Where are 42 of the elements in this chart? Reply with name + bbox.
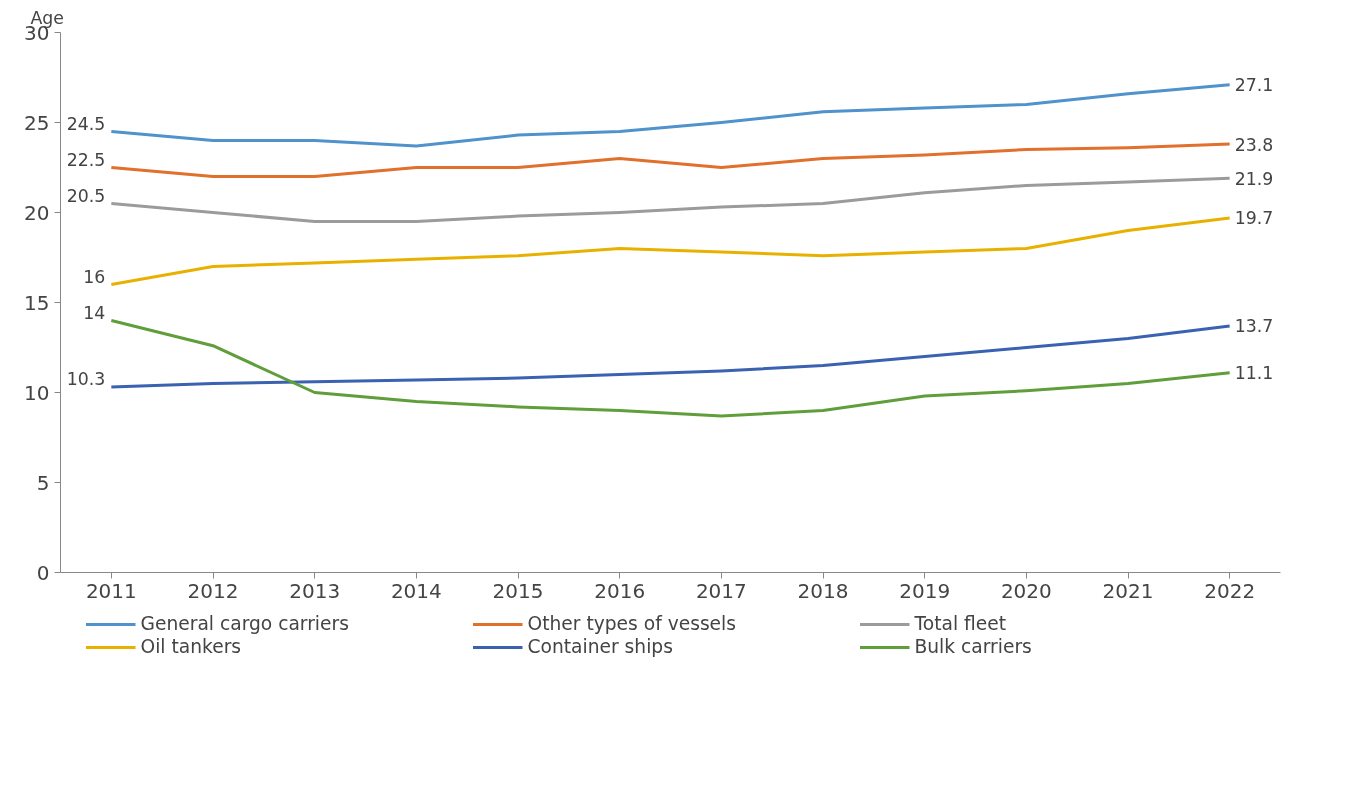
legend-label: Container ships xyxy=(527,636,674,657)
legend-label: Bulk carriers xyxy=(914,636,1033,657)
y-tick-label: 15 xyxy=(24,290,50,315)
data-label: 19.7 xyxy=(1234,208,1274,229)
data-label: 21.9 xyxy=(1234,168,1274,189)
y-tick-label: 20 xyxy=(24,200,50,225)
line-series xyxy=(109,216,1232,286)
data-label: 24.5 xyxy=(66,113,106,134)
line-series xyxy=(109,83,1232,148)
x-tick-label: 2022 xyxy=(1204,578,1256,603)
legend-label: Total fleet xyxy=(914,613,1008,634)
data-label: 11.1 xyxy=(1234,363,1274,384)
data-label: 10.3 xyxy=(66,369,106,390)
x-tick-label: 2014 xyxy=(390,578,442,603)
x-tick-label: 2019 xyxy=(899,578,951,603)
y-tick-label: 5 xyxy=(36,470,50,495)
x-tick-label: 2016 xyxy=(594,578,646,603)
x-tick-label: 2011 xyxy=(85,578,137,603)
x-tick-label: 2012 xyxy=(187,578,239,603)
line-series xyxy=(109,319,1232,418)
x-tick-label: 2015 xyxy=(492,578,544,603)
data-label: 16 xyxy=(83,266,106,287)
legend-label: Other types of vessels xyxy=(527,613,737,634)
legend-label: General cargo carriers xyxy=(140,613,350,634)
x-tick-label: 2021 xyxy=(1102,578,1154,603)
y-tick-label: 0 xyxy=(36,560,50,585)
x-tick-label: 2018 xyxy=(797,578,849,603)
line-series xyxy=(109,176,1232,223)
legend-label: Oil tankers xyxy=(140,636,243,657)
x-tick-label: 2020 xyxy=(1000,578,1052,603)
x-tick-label: 2017 xyxy=(695,578,747,603)
line-series xyxy=(109,142,1232,178)
line-series xyxy=(109,324,1232,389)
y-tick-label: 10 xyxy=(24,380,50,405)
data-label: 13.7 xyxy=(1234,316,1274,337)
x-tick-label: 2013 xyxy=(289,578,341,603)
data-label: 23.8 xyxy=(1234,134,1274,155)
data-label: 22.5 xyxy=(66,149,106,170)
data-label: 27.1 xyxy=(1234,75,1274,96)
data-label: 14 xyxy=(83,302,106,323)
data-label: 20.5 xyxy=(66,185,106,206)
y-tick-label: 25 xyxy=(24,110,50,135)
